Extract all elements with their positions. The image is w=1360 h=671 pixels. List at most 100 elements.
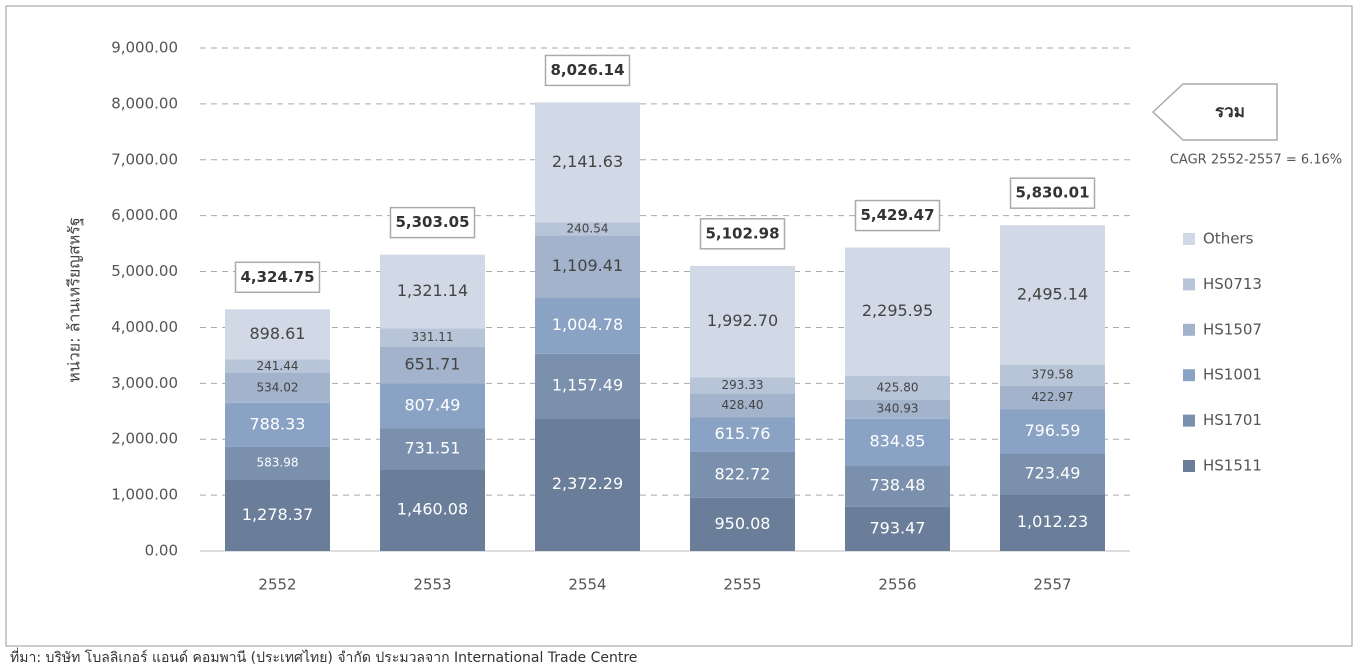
y-tick-label: 6,000.00 [111,206,178,224]
bar-segment [1000,453,1105,495]
data-label: 738.48 [870,476,926,495]
data-label: 1,992.70 [707,311,778,330]
bar-segment [380,254,485,329]
data-label: 1,460.08 [397,500,468,519]
data-label: 1,278.37 [242,505,313,524]
bar-segment [535,235,640,298]
bar-segment [225,402,330,447]
data-label: 425.80 [877,380,919,394]
legend-swatch [1183,369,1195,382]
data-label: 898.61 [250,324,306,343]
bar-segment [690,497,795,551]
x-tick-label: 2554 [568,576,606,594]
total-box [854,199,941,232]
data-label: 796.59 [1025,421,1081,440]
bar-segment [690,451,795,498]
y-axis-label: หน่วย: ล้านเหรียญสหรัฐ [65,217,84,382]
source: ที่มา: บริษัท โบลลิเกอร์ แอนด์ คอมพานี (… [10,648,637,666]
bar-segment [225,446,330,480]
y-tick-label: 5,000.00 [111,262,178,280]
y-tick-label: 9,000.00 [111,39,178,57]
data-label: 807.49 [405,395,461,414]
total-label: 5,830.01 [1015,184,1089,202]
total-box [699,218,786,250]
total-label: 5,429.47 [860,206,934,224]
data-label: 422.97 [1032,390,1074,404]
legend-label: Others [1203,230,1254,248]
x-tick-label: 2557 [1033,576,1071,594]
callout [1151,83,1278,141]
data-label: 293.33 [722,378,764,392]
bar-segment [1000,409,1105,454]
data-label: 1,157.49 [552,376,623,395]
data-label: 651.71 [405,355,461,374]
bar-segment [380,383,485,429]
bar-segment [845,399,950,419]
bar-segment [845,465,950,507]
bar-segment [845,375,950,400]
x-tick-label: 2556 [878,576,916,594]
bar-segment [1000,385,1105,410]
bar-segment [845,247,950,376]
bar-segment [225,359,330,374]
bar-segment [535,102,640,223]
data-label: 834.85 [870,432,926,451]
y-tick-label: 1,000.00 [111,486,178,504]
data-label: 723.49 [1025,464,1081,483]
total-box [234,261,321,294]
legend-swatch [1183,414,1195,427]
data-label: 793.47 [870,518,926,537]
data-label: 240.54 [567,221,609,235]
legend-label: HS0713 [1203,275,1262,293]
data-label: 2,141.63 [552,152,623,171]
legend-swatch [1183,460,1195,472]
legend-label: HS1507 [1203,320,1262,338]
data-label: 1,321.14 [397,281,468,300]
total-box [1009,177,1096,209]
data-label: 2,372.29 [552,474,623,493]
data-label: 2,495.14 [1017,284,1088,303]
bar-segment [690,393,795,418]
bar-segment [1000,364,1105,386]
y-tick-label: 0.00 [145,542,178,560]
data-label: 2,295.95 [862,301,933,320]
legend-swatch [1183,233,1195,245]
total-label: 5,303.05 [395,213,469,231]
bar-segment [690,265,795,378]
y-tick-label: 4,000.00 [111,318,178,336]
total-box [389,206,476,239]
callout-label: รวม [1215,102,1245,122]
data-label: 331.11 [412,330,454,344]
data-label: 428.40 [722,398,764,412]
data-label: 241.44 [257,359,299,373]
x-tick-label: 2553 [413,576,451,594]
bar-segment [690,377,795,394]
bar-segment [690,417,795,452]
frame [5,5,1353,647]
bar-segment [535,297,640,354]
bar-segment [225,373,330,403]
bar-segment [380,328,485,347]
y-tick-label: 7,000.00 [111,150,178,168]
bar-segment [380,346,485,384]
x-tick-label: 2555 [723,576,761,594]
bar-segment [380,469,485,551]
data-label: 1,109.41 [552,256,623,275]
bar-segment [845,506,950,551]
bar-segment [380,428,485,470]
data-label: 340.93 [877,402,919,416]
legend-swatch [1183,323,1195,336]
annotation: CAGR 2552-2557 = 6.16% [1170,153,1342,168]
y-tick-label: 8,000.00 [111,94,178,112]
bar-segment [535,418,640,551]
data-label: 822.72 [715,464,771,483]
data-label: 583.98 [257,456,299,470]
legend-swatch [1183,278,1195,291]
legend-label: HS1511 [1203,457,1262,475]
data-label: 379.58 [1032,368,1074,382]
data-label: 731.51 [405,438,461,457]
data-label: 1,012.23 [1017,512,1088,531]
total-box [544,54,631,87]
